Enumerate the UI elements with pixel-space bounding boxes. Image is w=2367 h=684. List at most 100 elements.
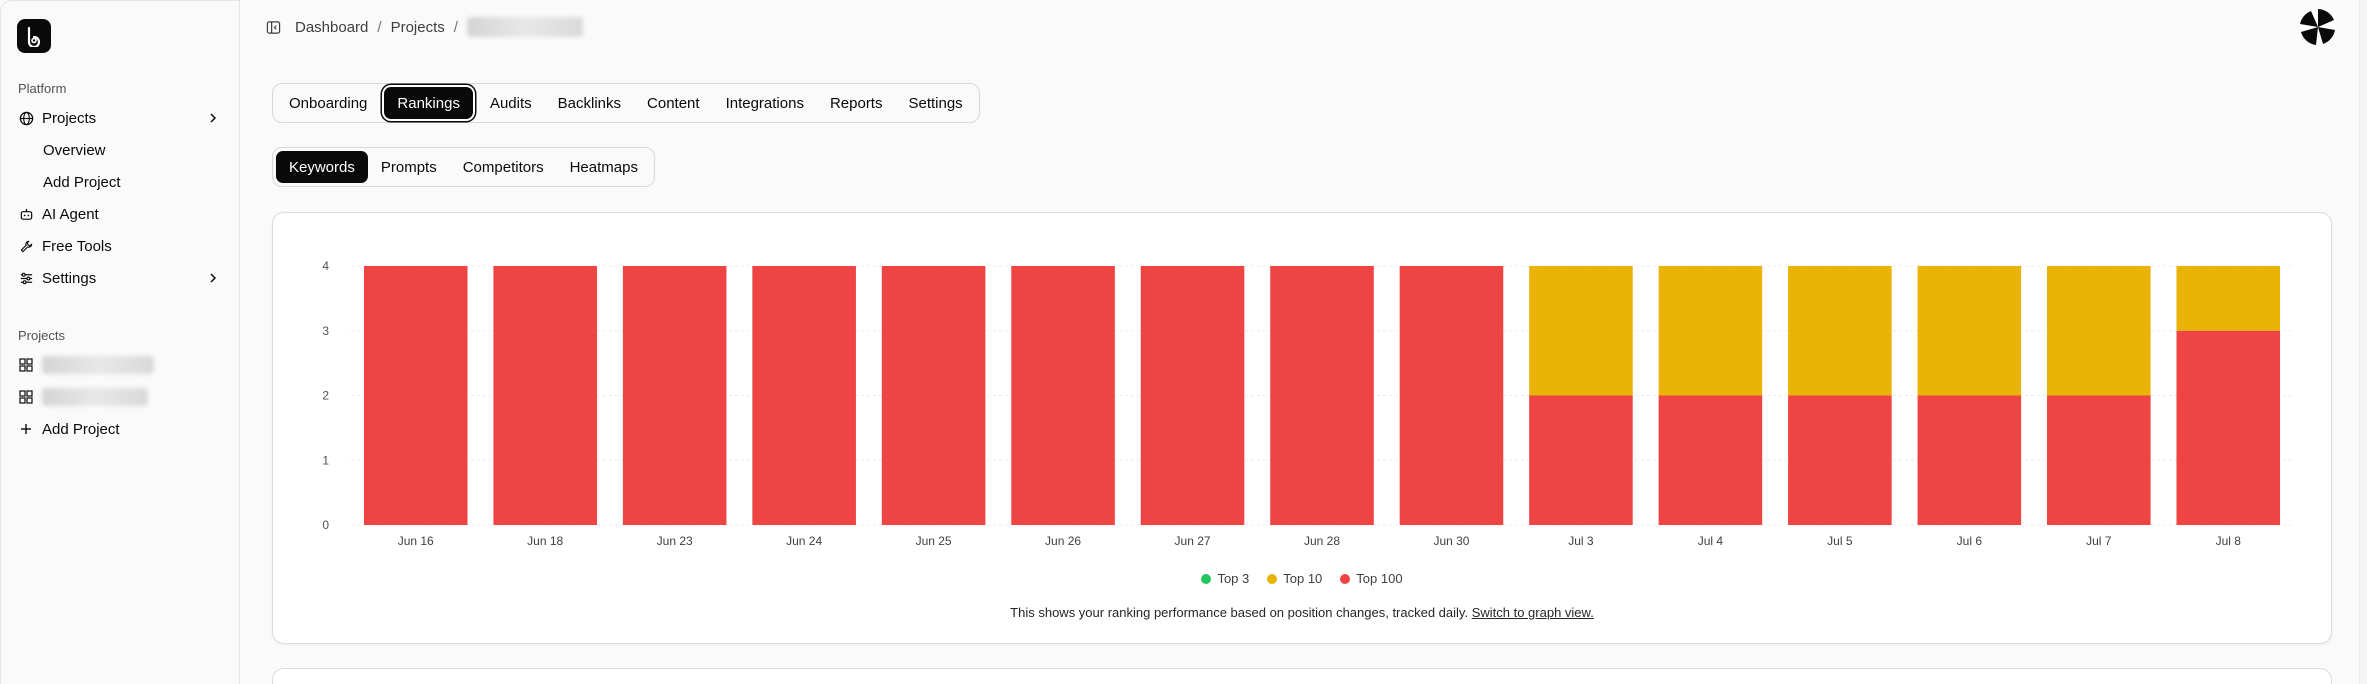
subtab-competitors[interactable]: Competitors xyxy=(462,158,544,176)
tab-audits[interactable]: Audits xyxy=(489,94,532,112)
sidebar-project-item[interactable] xyxy=(1,381,239,413)
legend-swatch xyxy=(1267,573,1278,584)
sidebar-item-add-project[interactable]: Add Project xyxy=(1,413,239,445)
scrollbar[interactable] xyxy=(2359,0,2367,684)
bar-segment-top-100[interactable] xyxy=(1399,266,1504,525)
main-tabs: Onboarding Rankings Audits Backlinks Con… xyxy=(272,83,980,123)
sidebar: Platform Projects Overview Add Project A… xyxy=(0,0,240,684)
legend-item[interactable]: Top 100 xyxy=(1340,571,1403,586)
globe-icon xyxy=(18,110,34,126)
bar-segment-top-100[interactable] xyxy=(881,266,986,525)
legend-swatch xyxy=(1201,573,1212,584)
bar-segment-top-100[interactable] xyxy=(493,266,597,525)
rankings-chart-card: 0 1 2 3 4 Jun 16 Jun 18 Jun 23 Jun 24 Jun 25 Jun 2… xyxy=(272,212,2332,644)
bar-segment-top-10[interactable] xyxy=(1529,266,1633,396)
legend-label: Top 100 xyxy=(1356,571,1403,586)
tab-backlinks[interactable]: Backlinks xyxy=(557,94,622,112)
logo-icon xyxy=(27,26,41,47)
sidebar-item-settings[interactable]: Settings xyxy=(1,262,239,294)
bar-segment-top-100[interactable] xyxy=(2047,395,2151,526)
bar-segment-top-100[interactable] xyxy=(1140,266,1245,525)
plus-icon xyxy=(18,421,34,437)
bar-segment-top-100[interactable] xyxy=(1788,395,1892,526)
bot-icon xyxy=(18,206,34,222)
tab-onboarding[interactable]: Onboarding xyxy=(289,94,368,112)
legend-item[interactable]: Top 3 xyxy=(1201,571,1249,586)
sidebar-subitem-overview[interactable]: Overview xyxy=(43,141,106,159)
bar-segment-top-10[interactable] xyxy=(2047,266,2151,396)
y-tick-label: 0 xyxy=(322,518,329,532)
legend-label: Top 10 xyxy=(1283,571,1323,586)
y-tick-label: 3 xyxy=(322,324,329,338)
grid-icon xyxy=(18,389,34,405)
chevron-right-icon xyxy=(207,111,219,128)
bar-segment-top-100[interactable] xyxy=(622,266,727,525)
sidebar-item-label: Projects xyxy=(42,109,97,127)
sidebar-item-ai-agent[interactable]: AI Agent xyxy=(1,198,239,230)
breadcrumb-projects[interactable]: Projects xyxy=(390,18,445,36)
sidebar-project-item[interactable] xyxy=(1,349,239,381)
bar-segment-top-100[interactable] xyxy=(1917,395,2022,526)
breadcrumb-current-redacted[interactable] xyxy=(466,17,583,37)
bar-segment-top-10[interactable] xyxy=(1917,266,2022,396)
x-tick-label: Jul 3 xyxy=(1568,534,1594,548)
bar-segment-top-100[interactable] xyxy=(752,266,856,525)
projects-section-label: Projects xyxy=(18,328,65,343)
subtab-keywords[interactable]: Keywords xyxy=(276,151,368,183)
tab-integrations[interactable]: Integrations xyxy=(725,94,804,112)
chevron-right-icon xyxy=(207,271,219,288)
breadcrumb-separator: / xyxy=(453,18,458,36)
switch-to-graph-link[interactable]: Switch to graph view. xyxy=(1471,605,1594,620)
sidebar-toggle-icon[interactable] xyxy=(266,20,281,35)
redacted-project-name xyxy=(42,356,154,374)
bar-segment-top-10[interactable] xyxy=(2176,266,2281,331)
sidebar-item-free-tools[interactable]: Free Tools xyxy=(1,230,239,262)
chart-legend: Top 3 Top 10 Top 100 xyxy=(273,571,2331,586)
sidebar-item-label: Add Project xyxy=(42,420,120,438)
chart-footer-note: This shows your ranking performance base… xyxy=(273,605,2331,620)
x-tick-label: Jun 28 xyxy=(1304,534,1340,548)
x-tick-label: Jun 27 xyxy=(1175,534,1211,548)
bar-segment-top-10[interactable] xyxy=(1658,266,1763,396)
grid-icon xyxy=(18,357,34,373)
bar-segment-top-100[interactable] xyxy=(1658,395,1763,526)
x-tick-label: Jun 26 xyxy=(1045,534,1081,548)
y-tick-label: 1 xyxy=(322,453,329,467)
sliders-icon xyxy=(18,270,34,286)
app-logo[interactable] xyxy=(17,19,51,53)
x-tick-label: Jul 7 xyxy=(2086,534,2112,548)
bar-segment-top-100[interactable] xyxy=(1529,395,1633,526)
subtab-prompts[interactable]: Prompts xyxy=(380,158,437,176)
sidebar-item-projects[interactable]: Projects xyxy=(1,102,239,134)
y-tick-label: 4 xyxy=(322,259,329,273)
tab-content[interactable]: Content xyxy=(647,94,700,112)
x-tick-label: Jul 8 xyxy=(2216,534,2242,548)
breadcrumb-dashboard[interactable]: Dashboard xyxy=(295,18,369,36)
avatar[interactable] xyxy=(2299,8,2337,46)
tab-rankings[interactable]: Rankings xyxy=(384,87,473,119)
tab-settings[interactable]: Settings xyxy=(908,94,963,112)
x-tick-label: Jun 24 xyxy=(786,534,822,548)
platform-section-label: Platform xyxy=(18,81,67,96)
bar-segment-top-100[interactable] xyxy=(1270,266,1374,525)
x-tick-label: Jul 4 xyxy=(1698,534,1724,548)
bar-segment-top-100[interactable] xyxy=(363,266,468,525)
x-tick-label: Jun 23 xyxy=(657,534,693,548)
bar-segment-top-100[interactable] xyxy=(1011,266,1115,525)
legend-item[interactable]: Top 10 xyxy=(1267,571,1322,586)
tab-reports[interactable]: Reports xyxy=(829,94,883,112)
bar-segment-top-100[interactable] xyxy=(2176,330,2281,525)
redacted-project-name xyxy=(42,388,148,406)
bar-segment-top-10[interactable] xyxy=(1788,266,1892,396)
subtab-heatmaps[interactable]: Heatmaps xyxy=(569,158,638,176)
chart-note-text: This shows your ranking performance base… xyxy=(1010,605,1469,620)
wrench-icon xyxy=(18,238,34,254)
rankings-bar-chart: 0 1 2 3 4 Jun 16 Jun 18 Jun 23 Jun 24 Jun 25 Jun 2… xyxy=(322,259,2293,548)
legend-label: Top 3 xyxy=(1217,571,1250,586)
sidebar-item-label: Settings xyxy=(42,269,97,287)
breadcrumb-separator: / xyxy=(377,18,382,36)
sub-tabs: Keywords Prompts Competitors Heatmaps xyxy=(272,147,655,187)
x-tick-label: Jul 6 xyxy=(1957,534,1983,548)
sidebar-subitem-add-project[interactable]: Add Project xyxy=(43,173,121,191)
x-tick-label: Jun 30 xyxy=(1433,534,1469,548)
